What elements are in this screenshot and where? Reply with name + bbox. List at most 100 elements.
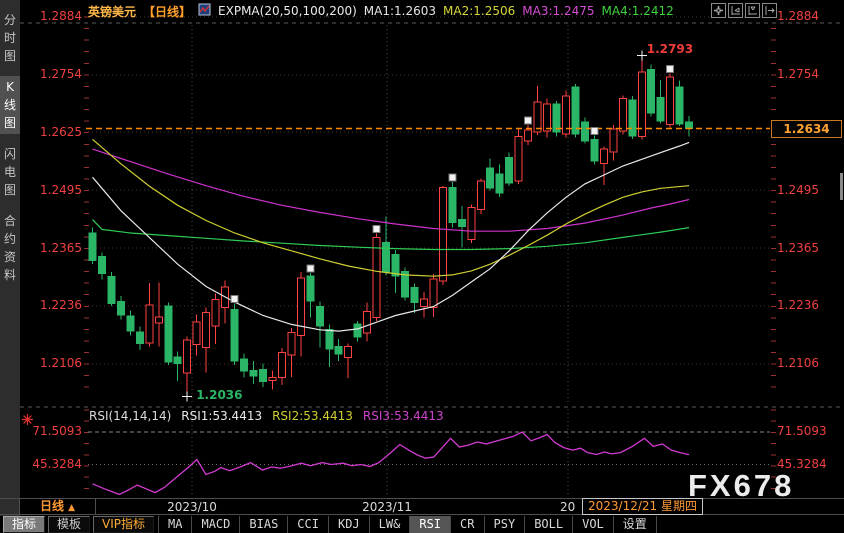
toolbar-button-VIP指标[interactable]: VIP指标 — [93, 516, 155, 533]
extreme-cross-marker — [636, 50, 647, 61]
sidebar-tab-闪电图[interactable]: 闪电图 — [3, 147, 16, 197]
fractal-square-marker — [448, 173, 457, 182]
candle-body — [609, 128, 618, 153]
candle-body — [116, 301, 125, 316]
candle-body — [154, 316, 163, 324]
fractal-square-marker — [372, 224, 381, 233]
ma3-value: MA3:1.2475 — [522, 4, 595, 18]
candle-body — [277, 352, 286, 379]
rsi-axis-label: 45.3284 — [777, 456, 827, 471]
compress-left-icon[interactable] — [728, 3, 743, 18]
high-price-label: 1.2793 — [646, 41, 694, 56]
ma4-value: MA4:1.2412 — [601, 4, 674, 18]
candle-body — [524, 129, 533, 142]
ma-line-MA1 — [92, 141, 690, 332]
toolbar-tab-KDJ[interactable]: KDJ — [329, 516, 370, 533]
toolbar-tab-MACD[interactable]: MACD — [192, 516, 241, 533]
candle-body — [249, 369, 258, 377]
toolbar-tab-BIAS[interactable]: BIAS — [240, 516, 289, 533]
candle-body — [372, 236, 381, 318]
rsi-axis-label: 71.5093 — [32, 424, 82, 438]
toolbar-button-指标[interactable]: 指标 — [3, 516, 46, 533]
toolbar-tab-BOLL[interactable]: BOLL — [525, 516, 574, 533]
toolbar-tab-CR[interactable]: CR — [451, 516, 485, 533]
candle-body — [192, 321, 201, 346]
candle-body — [457, 219, 466, 227]
indicator-name: EXPMA(20,50,100,200) — [218, 4, 357, 18]
price-axis-label: 1.2365 — [40, 240, 82, 255]
price-axis-label: 1.2495 — [40, 182, 82, 197]
candle-body — [268, 377, 277, 382]
current-price-box: 1.2634 — [771, 120, 842, 139]
period-selector[interactable]: 日线 ▲ — [19, 499, 96, 514]
candle-body — [173, 356, 182, 365]
toolbar-tab-设置[interactable]: 设置 — [614, 516, 657, 533]
indicator-star-icon[interactable] — [21, 411, 34, 430]
price-axis-label: 1.2106 — [777, 356, 819, 371]
indicator-toolbar: 指标 模板 VIP指标 MA MACD BIAS CCI KDJ LW& RSI CR PSY BOL… — [0, 516, 844, 533]
price-axis-label: 1.2625 — [40, 124, 82, 139]
compress-right-icon[interactable] — [745, 3, 760, 18]
sidebar-tab-分时图[interactable]: 分时图 — [3, 13, 16, 63]
candle-body — [240, 358, 249, 372]
toolbar-tab-MA[interactable]: MA — [159, 516, 193, 533]
price-axis-label: 1.2236 — [40, 298, 82, 313]
toolbar-tab-LW&[interactable]: LW& — [370, 516, 411, 533]
toolbar-tab-CCI[interactable]: CCI — [288, 516, 329, 533]
candle-body — [363, 310, 372, 334]
candle-body — [533, 101, 542, 133]
ma-line-MA2 — [92, 138, 690, 277]
toolbar-tab-RSI[interactable]: RSI — [410, 516, 452, 533]
restore-icon[interactable] — [762, 3, 777, 18]
candle-body — [476, 180, 485, 210]
fractal-square-marker — [590, 127, 599, 136]
rsi2-value: RSI2:53.4413 — [272, 409, 353, 423]
toolbar-tab-PSY[interactable]: PSY — [485, 516, 526, 533]
toolbar-button-模板[interactable]: 模板 — [48, 516, 91, 533]
candle-body — [543, 103, 552, 132]
instrument-name: 英镑美元 — [88, 4, 137, 19]
candle-body — [183, 339, 192, 374]
candle-body — [325, 328, 334, 350]
date-tooltip: 2023/12/21 星期四 — [582, 498, 703, 515]
date-label: 20 — [560, 500, 576, 514]
rsi-legend: RSI(14,14,14) RSI1:53.4413 RSI2:53.4413 … — [89, 409, 444, 423]
candle-body — [88, 232, 97, 262]
candle-body — [202, 311, 211, 349]
candle-body — [562, 95, 570, 135]
candle-body — [145, 304, 154, 344]
candle-body — [590, 138, 599, 162]
price-axis-label: 1.2754 — [777, 67, 819, 81]
toolbar-tab-VOL[interactable]: VOL — [573, 516, 614, 533]
candle-body — [429, 278, 438, 308]
candle-body — [287, 331, 296, 356]
ma-line-MA3 — [92, 148, 690, 232]
sidebar-tab-合约资料[interactable]: 合约资料 — [3, 214, 16, 282]
right-scrollbar-thumb[interactable] — [840, 173, 843, 200]
time-axis-row: 日线 ▲ 2023/10 2023/11 20 2023/12/21 星期四 — [0, 498, 844, 515]
candle-body — [230, 309, 239, 362]
ma-line-MA4 — [92, 219, 690, 251]
pan-icon[interactable] — [711, 3, 726, 18]
candle-body — [580, 121, 589, 142]
candle-body — [647, 69, 656, 114]
candle-body — [656, 96, 665, 122]
fractal-square-marker — [306, 264, 315, 273]
rsi-title: RSI(14,14,14) — [89, 409, 172, 423]
rsi1-value: RSI1:53.4413 — [181, 409, 263, 423]
window-tool-icons — [711, 3, 777, 18]
candle-body — [126, 315, 135, 332]
candle-body — [675, 86, 684, 125]
candle-body — [552, 103, 561, 133]
candle-body — [628, 99, 637, 137]
candle-body — [410, 286, 419, 304]
ma2-value: MA2:1.2506 — [443, 4, 516, 18]
period-tag: 【日线】 — [143, 4, 192, 19]
candle-body — [296, 277, 305, 337]
candle-body — [135, 331, 144, 345]
candle-body — [618, 98, 627, 132]
